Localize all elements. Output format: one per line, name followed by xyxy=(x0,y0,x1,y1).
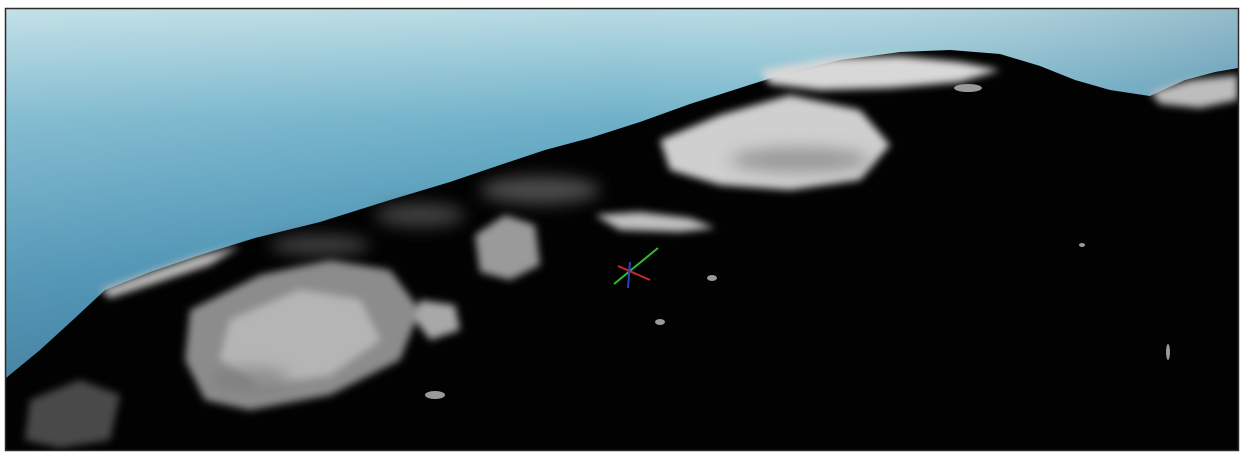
terrain-specks xyxy=(425,84,1170,399)
viewport-border xyxy=(4,7,1240,452)
y-axis-gizmo xyxy=(613,247,659,285)
terrain-texture xyxy=(210,148,870,392)
z-axis-gizmo xyxy=(627,261,631,289)
axis-gizmo xyxy=(613,247,659,289)
scene xyxy=(6,9,1238,450)
x-axis-gizmo xyxy=(617,265,651,281)
